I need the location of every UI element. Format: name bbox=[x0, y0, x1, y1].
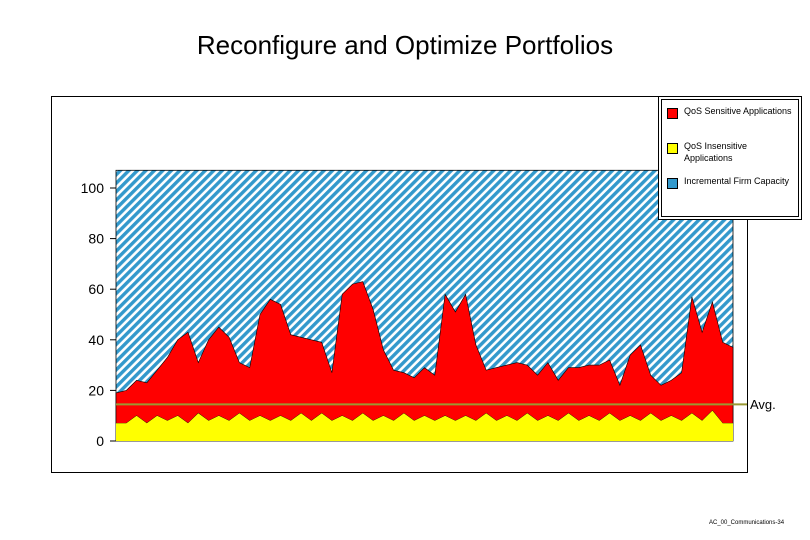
legend-label-sensitive: QoS Sensitive Applications bbox=[684, 106, 792, 116]
legend: QoS Sensitive Applications QoS Insensiti… bbox=[658, 96, 802, 220]
series-area-insensitive bbox=[116, 410, 733, 441]
legend-swatch-insensitive bbox=[667, 143, 678, 154]
y-tick-label-0: 0 bbox=[96, 433, 104, 449]
chart-title: Reconfigure and Optimize Portfolios bbox=[196, 30, 614, 60]
legend-label-insensitive: QoS Insensitive Applications bbox=[684, 141, 748, 163]
footer-code: AC_00_Communications-34 bbox=[709, 520, 785, 526]
chart-frame bbox=[51, 96, 748, 473]
legend-label-capacity: Incremental Firm Capacity bbox=[684, 176, 790, 186]
legend-swatch-capacity bbox=[667, 178, 678, 189]
legend-item-insensitive: QoS Insensitive Applications bbox=[667, 140, 794, 164]
y-tick-label-40: 40 bbox=[88, 332, 104, 348]
y-tick-label-20: 20 bbox=[88, 382, 104, 398]
legend-swatch-sensitive bbox=[667, 108, 678, 119]
legend-item-capacity: Incremental Firm Capacity bbox=[667, 175, 794, 189]
y-tick-label-80: 80 bbox=[88, 231, 104, 247]
y-tick-label-100: 100 bbox=[81, 180, 105, 196]
y-tick-label-60: 60 bbox=[88, 281, 104, 297]
legend-item-sensitive: QoS Sensitive Applications bbox=[667, 105, 794, 119]
average-label: Avg. bbox=[750, 397, 776, 412]
